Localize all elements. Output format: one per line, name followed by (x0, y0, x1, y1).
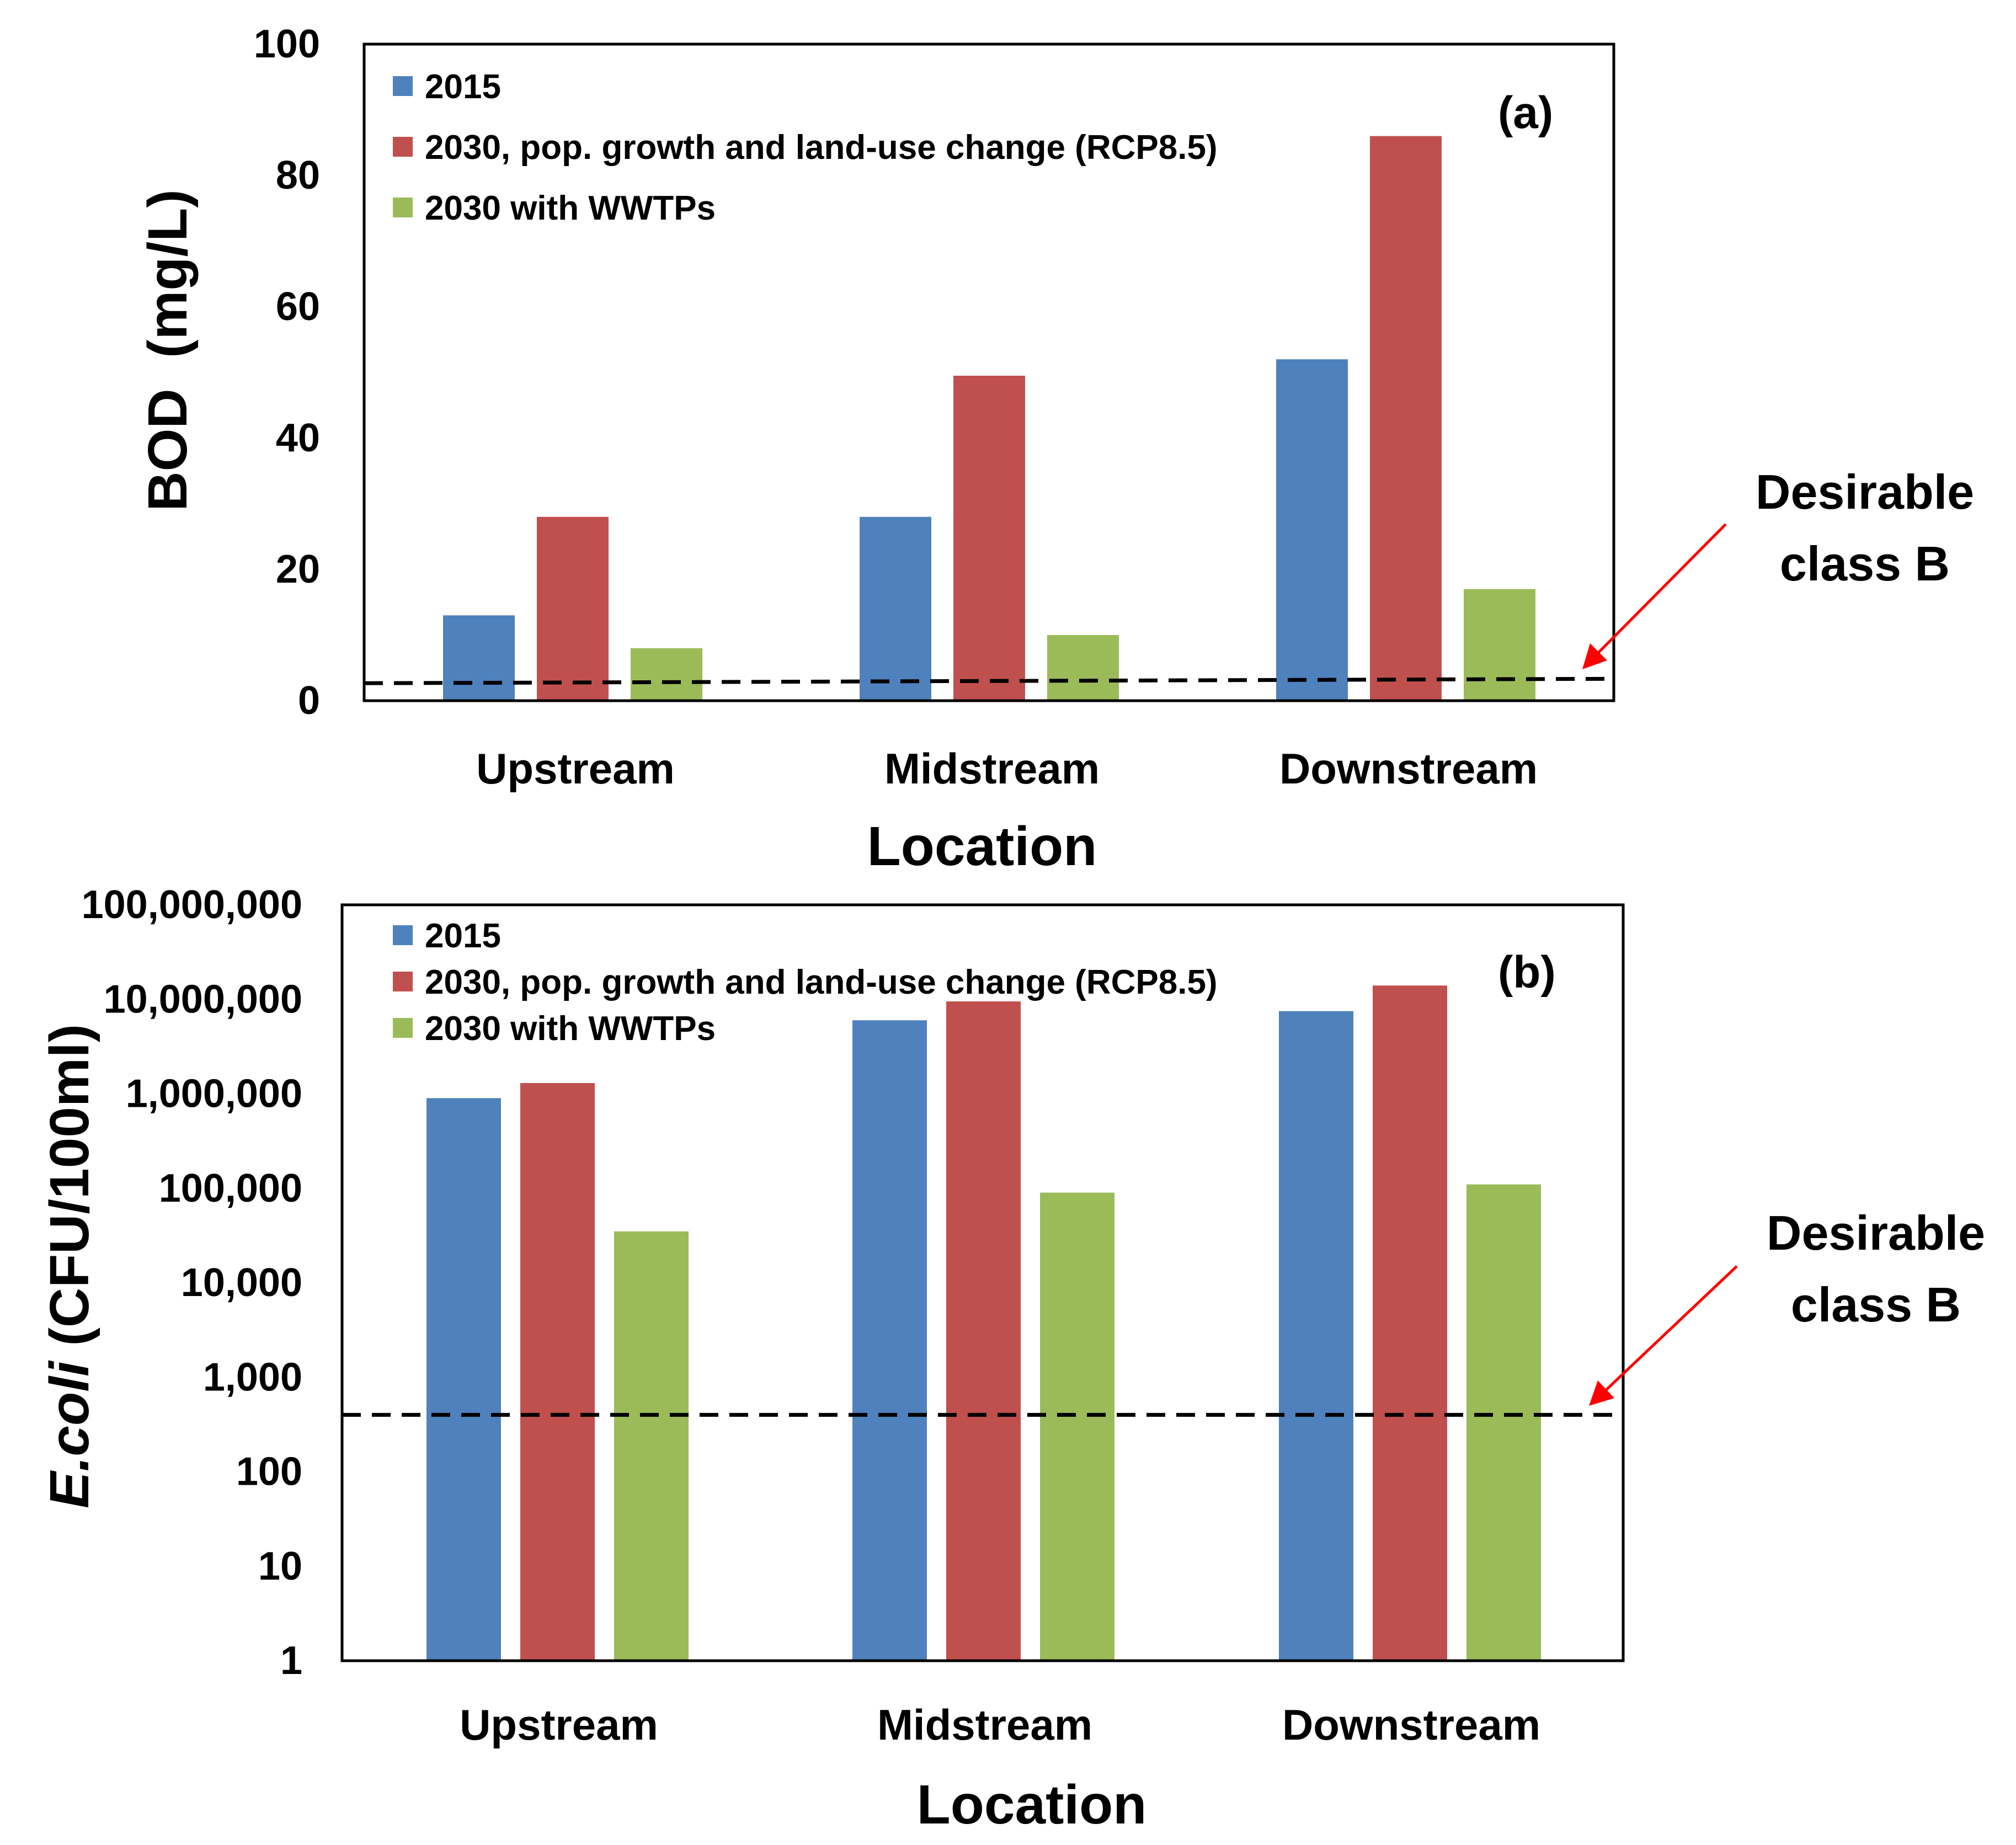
bars-group-a (443, 136, 1535, 701)
x-axis-label-a: Location (867, 815, 1097, 877)
y-tick-label-a-4: 80 (276, 153, 320, 198)
y-ticks-a: 0 20 40 60 80 100 (254, 22, 320, 723)
category-label-b-upstream: Upstream (460, 1700, 658, 1749)
legend-label-a-2030-rcp85: 2030, pop. growth and land-use change (R… (425, 129, 1218, 167)
y-tick-label-b-7: 10,000,000 (104, 977, 302, 1021)
category-label-a-upstream: Upstream (476, 744, 675, 793)
threshold-label-b-line1: Desirable (1767, 1206, 1985, 1260)
threshold-arrowhead-b (1589, 1380, 1614, 1406)
bars-group-b (426, 985, 1541, 1661)
y-tick-label-a-2: 40 (276, 416, 320, 460)
y-tick-label-a-1: 20 (276, 547, 320, 591)
bar-a-upstream-series-1 (537, 516, 609, 701)
threshold-label-a-line1: Desirable (1756, 465, 1974, 519)
threshold-arrowhead-a (1582, 643, 1607, 669)
threshold-label-b-line2: class B (1791, 1277, 1961, 1332)
category-label-b-midstream: Midstream (877, 1700, 1092, 1749)
legend-swatch-a-2030-wwtps (393, 198, 413, 217)
panel-label-a: (a) (1498, 88, 1553, 138)
legend-label-b-2015: 2015 (425, 917, 501, 955)
y-tick-label-b-6: 1,000,000 (126, 1072, 302, 1116)
y-tick-label-b-3: 1,000 (203, 1355, 302, 1399)
bar-b-midstream-series-1 (946, 1001, 1021, 1661)
category-label-a-downstream: Downstream (1279, 744, 1538, 793)
y-tick-label-a-5: 100 (254, 22, 320, 66)
bar-a-downstream-series-2 (1464, 589, 1535, 701)
panel-label-b: (b) (1498, 947, 1556, 998)
legend-swatch-b-2030-rcp85 (393, 972, 413, 991)
y-axis-label-a: BOD (mg/L) (137, 189, 199, 511)
y-tick-label-a-0: 0 (298, 679, 320, 723)
panel-a-bod-chart: 0 20 40 60 80 100 BOD (mg/L) Upstream Midstre… (137, 22, 1974, 877)
legend-b: 2015 2030, pop. growth and land-use chan… (393, 917, 1218, 1048)
bar-b-upstream-series-0 (426, 1098, 501, 1661)
legend-label-a-2030-wwtps: 2030 with WWTPs (425, 189, 716, 227)
threshold-arrow-a (1596, 523, 1727, 655)
bar-a-downstream-series-0 (1276, 359, 1348, 701)
legend-swatch-b-2030-wwtps (393, 1018, 413, 1038)
legend-swatch-b-2015 (393, 925, 413, 945)
legend-swatch-a-2030-rcp85 (393, 137, 413, 157)
bar-b-midstream-series-2 (1040, 1192, 1114, 1661)
y-axis-label-b-units: (CFU/100ml) (39, 1024, 100, 1361)
y-tick-label-b-4: 10,000 (181, 1261, 302, 1305)
y-tick-label-b-5: 100,000 (159, 1166, 302, 1211)
threshold-arrow-b (1603, 1265, 1738, 1393)
y-tick-label-b-1: 10 (258, 1544, 302, 1588)
x-axis-label-b: Location (917, 1774, 1147, 1836)
y-axis-label-b: E.coli (CFU/100ml) (39, 1024, 100, 1508)
y-axis-label-b-italic: E.coli (39, 1360, 100, 1508)
y-tick-label-b-2: 100 (236, 1450, 302, 1494)
y-tick-label-b-0: 1 (280, 1639, 302, 1683)
bar-a-midstream-series-0 (860, 516, 931, 701)
legend-label-b-2030-wwtps: 2030 with WWTPs (425, 1010, 716, 1048)
panel-b-ecoli-chart: 1 10 100 1,000 10,000 100,000 1,000,000 10,000,… (39, 883, 1985, 1836)
y-tick-label-a-3: 60 (276, 285, 320, 329)
bar-b-downstream-series-1 (1373, 985, 1447, 1661)
bar-b-downstream-series-0 (1279, 1011, 1353, 1661)
bar-a-upstream-series-2 (631, 648, 702, 701)
bar-a-upstream-series-0 (443, 615, 515, 701)
legend-label-a-2015: 2015 (425, 68, 501, 106)
legend-a: 2015 2030, pop. growth and land-use chan… (393, 68, 1218, 227)
y-ticks-b: 1 10 100 1,000 10,000 100,000 1,000,000 10,000,… (82, 883, 302, 1683)
bar-b-midstream-series-0 (852, 1020, 927, 1661)
category-label-b-downstream: Downstream (1282, 1700, 1540, 1749)
bar-b-upstream-series-2 (614, 1231, 689, 1661)
bar-a-downstream-series-1 (1370, 136, 1442, 701)
y-tick-label-b-8: 100,000,000 (82, 883, 302, 927)
plot-frame-a (362, 42, 1615, 702)
bar-b-downstream-series-2 (1466, 1184, 1541, 1661)
bar-b-upstream-series-1 (520, 1083, 595, 1661)
bar-a-midstream-series-1 (953, 375, 1025, 701)
plot-frame-b (340, 903, 1625, 1662)
legend-label-b-2030-rcp85: 2030, pop. growth and land-use change (R… (425, 963, 1218, 1001)
bar-a-midstream-series-2 (1047, 635, 1119, 701)
category-label-a-midstream: Midstream (884, 744, 1100, 793)
legend-swatch-a-2015 (393, 76, 413, 96)
threshold-label-a-line2: class B (1780, 536, 1950, 591)
